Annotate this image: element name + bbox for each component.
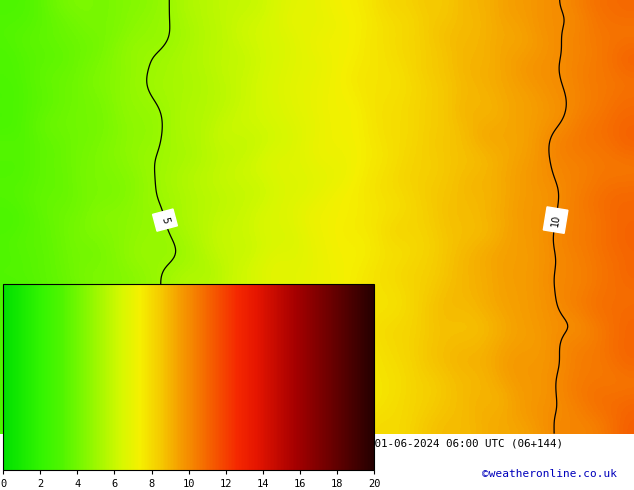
Text: Sa 01-06-2024 06:00 UTC (06+144): Sa 01-06-2024 06:00 UTC (06+144) (355, 438, 563, 448)
Text: 5: 5 (159, 216, 171, 224)
Text: ©weatheronline.co.uk: ©weatheronline.co.uk (482, 469, 617, 479)
Text: Temperature 2m Spread mean+σ [*C] ECMWF: Temperature 2m Spread mean+σ [*C] ECMWF (6, 438, 260, 448)
Text: 10: 10 (550, 213, 562, 227)
